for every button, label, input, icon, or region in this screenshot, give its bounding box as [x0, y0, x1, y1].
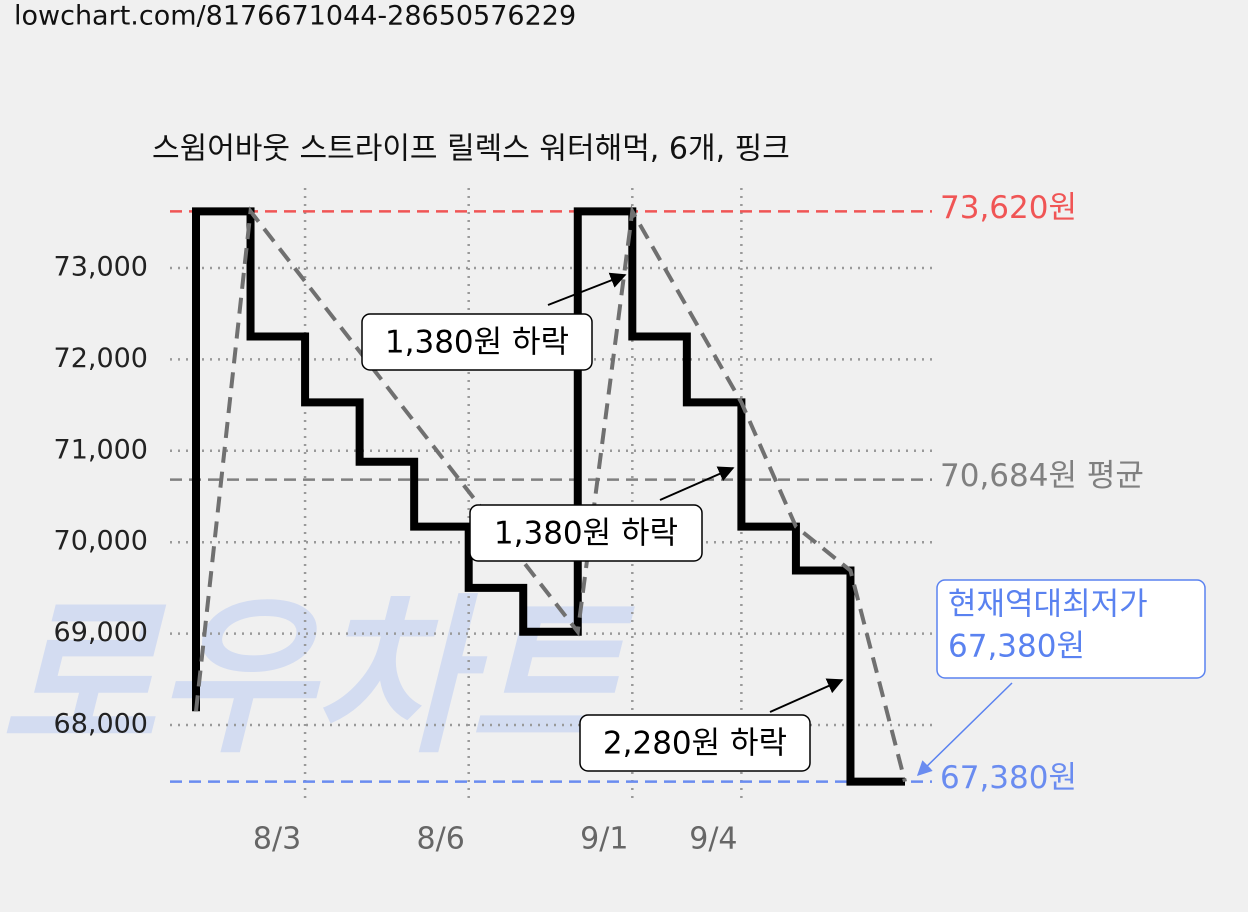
- annotation-arrow: [916, 682, 1013, 777]
- reference-label: 67,380원: [940, 760, 1077, 796]
- annotation-arrow: [769, 678, 844, 713]
- watermark: 로우차트: [0, 579, 635, 777]
- y-tick-label: 70,000: [54, 526, 148, 557]
- annotation-text: 1,380원 하락: [494, 516, 678, 552]
- annotation-arrow: [659, 466, 735, 501]
- annotation-box: [936, 579, 1206, 679]
- annotation-box: [579, 714, 811, 772]
- annotation-text: 2,280원 하락: [603, 726, 787, 762]
- annotation-text: 현재역대최저가: [948, 587, 1148, 623]
- y-tick-label: 72,000: [54, 343, 148, 374]
- price-line: [192, 207, 905, 786]
- x-tick-label: 8/6: [417, 822, 465, 857]
- y-tick-label: 71,000: [54, 434, 148, 465]
- annotation-box: [469, 504, 703, 562]
- url: lowchart.com/8176671044-28650576229: [14, 1, 576, 32]
- chart-title: 스윔어바웃 스트라이프 릴렉스 워터해먹, 6개, 핑크: [152, 132, 790, 167]
- annotation-text: 1,380원 하락: [385, 325, 569, 361]
- reference-label: 73,620원: [940, 190, 1077, 226]
- reference-label: 70,684원 평균: [940, 458, 1144, 494]
- x-tick-label: 9/4: [689, 822, 737, 857]
- annotation-arrow: [547, 272, 627, 306]
- x-tick-label: 8/3: [253, 822, 301, 857]
- y-tick-label: 69,000: [54, 617, 148, 648]
- x-tick-label: 9/1: [580, 822, 628, 857]
- y-tick-label: 68,000: [54, 709, 148, 740]
- annotation-text: 67,380원: [948, 629, 1085, 665]
- annotation-box: [361, 313, 593, 371]
- y-tick-label: 73,000: [54, 252, 148, 283]
